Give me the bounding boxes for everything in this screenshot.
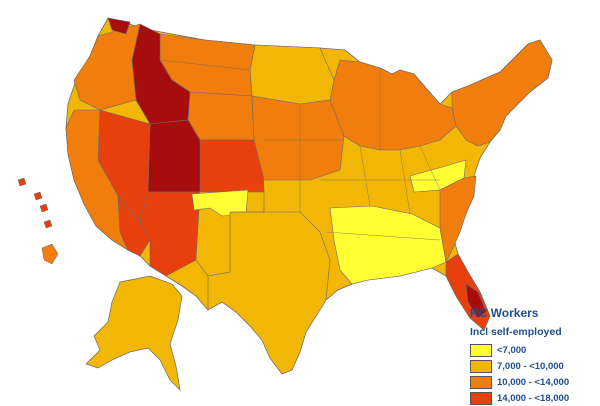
region-utah <box>147 119 201 193</box>
region-florida-south <box>465 283 487 319</box>
legend-swatch <box>470 359 492 373</box>
legend-row: <7,000 <box>470 342 598 358</box>
region-delta-south <box>329 205 447 285</box>
region-washington-ne <box>107 17 131 35</box>
legend-label: 7,000 - <10,000 <box>497 360 564 372</box>
region-alaska <box>85 275 183 392</box>
legend-subtitle: Incl self-employed <box>470 326 562 338</box>
map-legend: RC Workers Incl self-employed <7,000 7,0… <box>470 306 598 406</box>
legend-title: RC Workers <box>470 306 539 320</box>
region-great-lakes <box>329 59 457 151</box>
region-texas <box>207 211 331 375</box>
region-hawaii <box>17 177 59 265</box>
legend-row: 10,000 - <14,000 <box>470 374 598 390</box>
region-pacific-northwest <box>73 23 141 111</box>
legend-row: 14,000 - <18,000 <box>470 390 598 406</box>
region-ok-yellow <box>191 189 249 217</box>
legend-label: 10,000 - <14,000 <box>497 376 570 388</box>
legend-label: 14,000 - <18,000 <box>497 392 570 404</box>
legend-label: <7,000 <box>497 344 527 356</box>
region-northeast <box>451 39 553 147</box>
region-southeast <box>439 175 477 263</box>
legend-swatch <box>470 391 492 405</box>
region-wyoming <box>187 91 255 141</box>
region-north-plains <box>249 44 335 105</box>
region-central-plains <box>251 95 345 181</box>
internal-borders <box>159 59 441 241</box>
legend-swatch <box>470 375 492 389</box>
region-colorado <box>199 139 265 193</box>
legend-row: 7,000 - <10,000 <box>470 358 598 374</box>
legend-swatch <box>470 343 492 357</box>
